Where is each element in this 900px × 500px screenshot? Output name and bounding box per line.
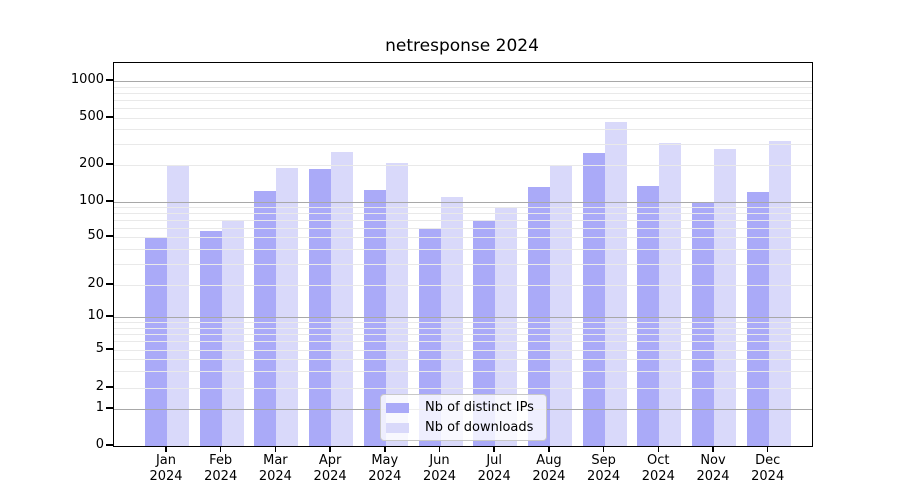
gridline-500 <box>114 118 812 119</box>
bar-feb-downloads <box>221 220 244 446</box>
y-tick-mark <box>106 386 113 388</box>
gridline-300 <box>114 144 812 146</box>
x-tick-mark <box>548 446 550 452</box>
x-tick-label-sep: Sep 2024 <box>587 453 621 484</box>
bar-jun-downloads <box>440 196 463 446</box>
x-tick-mark <box>219 446 222 452</box>
bar-jan-downloads <box>167 165 189 446</box>
x-tick-mark <box>274 446 277 452</box>
x-tick-label-oct: Oct 2024 <box>641 453 675 484</box>
y-tick-label-1000: 1000 <box>70 72 104 87</box>
x-tick-label-jul: Jul 2024 <box>477 453 511 484</box>
gridline-200 <box>114 165 812 166</box>
y-tick-mark <box>106 235 113 237</box>
x-tick-label-mar: Mar 2024 <box>258 453 292 484</box>
bar-nov-distinct-ips <box>692 203 714 446</box>
bar-oct-distinct-ips <box>637 186 660 446</box>
x-tick-mark <box>493 446 495 452</box>
bar-may-distinct-ips <box>363 190 386 446</box>
x-tick-label-jan: Jan 2024 <box>149 453 183 484</box>
y-tick-label-5: 5 <box>95 341 104 356</box>
y-tick-mark <box>106 283 113 285</box>
x-tick-mark <box>657 446 660 452</box>
gridline-400 <box>114 129 812 131</box>
legend-swatch-downloads <box>386 422 409 433</box>
bar-aug-distinct-ips <box>527 186 550 446</box>
legend-label-distinct-ips: Nb of distinct IPs <box>425 400 534 415</box>
y-tick-mark <box>106 348 113 350</box>
y-tick-label-1: 1 <box>95 400 104 415</box>
y-tick-mark <box>106 79 113 81</box>
bar-dec-distinct-ips <box>746 192 769 446</box>
bar-apr-distinct-ips <box>309 168 332 446</box>
y-tick-mark <box>106 163 113 165</box>
plot-area: Nb of distinct IPs Nb of downloads <box>113 62 813 447</box>
chart-title: netresponse 2024 <box>385 36 539 56</box>
bar-jun-distinct-ips <box>418 227 441 446</box>
y-tick-mark <box>106 315 113 317</box>
x-tick-mark <box>165 446 167 452</box>
bar-feb-distinct-ips <box>199 231 222 446</box>
legend-item-distinct-ips: Nb of distinct IPs <box>386 399 538 416</box>
x-tick-mark <box>384 446 386 452</box>
x-tick-label-aug: Aug 2024 <box>532 453 566 484</box>
bar-mar-distinct-ips <box>254 190 277 446</box>
y-tick-label-10: 10 <box>87 308 104 323</box>
legend-swatch-distinct-ips <box>386 402 409 413</box>
y-tick-mark <box>106 444 113 446</box>
x-tick-mark <box>712 446 714 452</box>
bar-jan-distinct-ips <box>145 238 167 446</box>
y-tick-label-100: 100 <box>79 193 104 208</box>
y-tick-label-50: 50 <box>87 228 104 243</box>
gridline-800 <box>114 92 812 94</box>
x-tick-mark <box>602 446 605 452</box>
gridline-900 <box>114 86 812 88</box>
y-tick-label-0: 0 <box>95 437 104 452</box>
y-tick-label-20: 20 <box>87 276 104 291</box>
y-tick-mark <box>106 200 113 202</box>
bar-jul-downloads <box>495 206 518 446</box>
y-tick-label-500: 500 <box>79 109 104 124</box>
bar-nov-downloads <box>714 148 736 446</box>
bar-jul-distinct-ips <box>473 221 496 446</box>
bar-sep-distinct-ips <box>582 152 605 446</box>
gridline-1000 <box>114 81 812 82</box>
bar-mar-downloads <box>276 167 299 446</box>
legend-item-downloads: Nb of downloads <box>386 419 538 436</box>
y-tick-mark <box>106 407 113 409</box>
legend: Nb of distinct IPs Nb of downloads <box>380 394 547 441</box>
bar-sep-downloads <box>604 122 627 446</box>
y-tick-label-2: 2 <box>95 379 104 394</box>
bar-dec-downloads <box>768 140 791 446</box>
x-tick-label-may: May 2024 <box>368 453 402 484</box>
legend-label-downloads: Nb of downloads <box>425 420 534 435</box>
gridline-600 <box>114 108 812 110</box>
bar-oct-downloads <box>659 143 682 446</box>
bar-apr-downloads <box>331 152 354 446</box>
y-tick-mark <box>106 116 113 118</box>
x-tick-label-dec: Dec 2024 <box>751 453 785 484</box>
gridline-700 <box>114 100 812 102</box>
bar-may-downloads <box>385 163 408 446</box>
x-tick-label-apr: Apr 2024 <box>313 453 347 484</box>
x-tick-mark <box>329 446 331 452</box>
x-tick-label-jun: Jun 2024 <box>422 453 457 484</box>
y-tick-label-200: 200 <box>79 156 104 171</box>
x-tick-label-feb: Feb 2024 <box>204 453 238 484</box>
x-tick-label-nov: Nov 2024 <box>696 453 730 484</box>
x-tick-mark <box>438 446 441 452</box>
x-tick-mark <box>766 446 769 452</box>
bar-aug-downloads <box>549 166 572 446</box>
